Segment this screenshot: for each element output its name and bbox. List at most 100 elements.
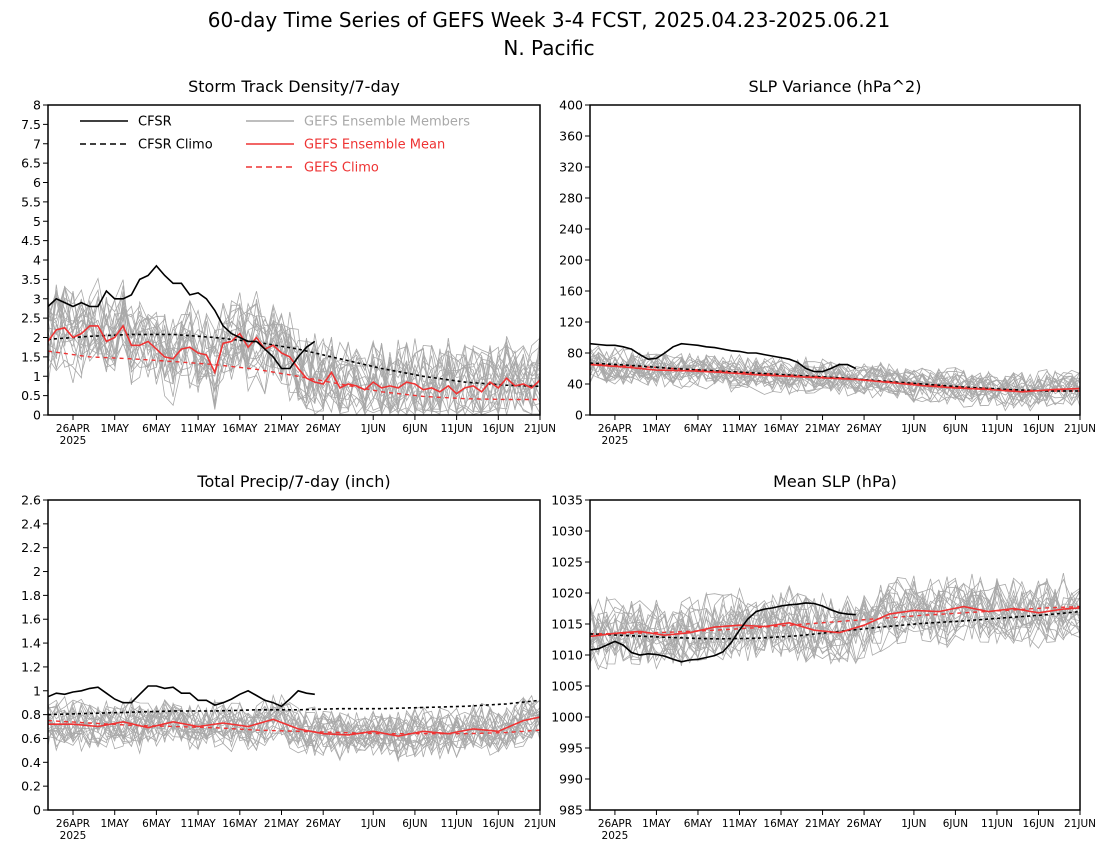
series-cfsr <box>590 602 856 663</box>
y-tick-label: 1010 <box>551 648 583 663</box>
ensemble-member-line <box>590 347 1080 399</box>
legend: CFSR CFSR Climo GEFS Ensemble Members GEFS … <box>80 115 470 176</box>
y-tick-label: 2.2 <box>21 540 41 555</box>
y-tick-label: 0.2 <box>21 779 41 794</box>
ensemble-member-line <box>48 298 540 415</box>
slp-variance-panel: SLP Variance (hPa^2) 0 40 80 120 160 200 240 280… <box>559 77 1096 447</box>
ensemble-member-line <box>48 705 540 761</box>
ensemble-member-line <box>590 589 1080 671</box>
y-tick-label: 1035 <box>551 493 583 508</box>
legend-cfsr-label: CFSR <box>138 115 172 130</box>
figure-title: 60-day Time Series of GEFS Week 3-4 FCST… <box>208 8 890 32</box>
x-tick-label: 26MAY <box>846 423 882 435</box>
x-year-label: 2025 <box>602 435 629 447</box>
y-tick-label: 0 <box>33 803 41 818</box>
ensemble-member-line <box>590 589 1080 665</box>
y-tick-label: 4.5 <box>21 233 41 248</box>
legend-gefs-climo-label: GEFS Climo <box>304 161 379 176</box>
y-tick-label: 280 <box>559 191 583 206</box>
x-tick-label: 21JUN <box>1064 818 1096 830</box>
x-tick-label: 6JUN <box>943 423 968 435</box>
ensemble-member-line <box>48 295 540 415</box>
series-gefs-ensemble-mean <box>48 716 540 737</box>
x-tick-label: 26MAY <box>306 423 342 435</box>
x-tick-label: 1MAY <box>642 818 671 830</box>
ensemble-member-line <box>590 591 1080 666</box>
y-tick-label: 985 <box>559 803 583 818</box>
plot-area <box>48 264 540 415</box>
x-tick-label: 16JUN <box>1022 423 1054 435</box>
ensemble-member-line <box>48 294 540 415</box>
x-tick-label: 16MAY <box>763 818 799 830</box>
x-tick-label: 21MAY <box>805 423 841 435</box>
y-tick-label: 1 <box>33 683 41 698</box>
y-tick-label: 40 <box>567 377 583 392</box>
panel-title: Storm Track Density/7-day <box>188 77 400 96</box>
ensemble-member-line <box>590 577 1080 653</box>
x-tick-label: 21MAY <box>264 423 300 435</box>
y-tick-label: 3.5 <box>21 272 41 287</box>
y-tick-label: 0.5 <box>21 388 41 403</box>
x-year-label: 2025 <box>602 830 629 842</box>
x-tick-label: 11MAY <box>722 818 758 830</box>
x-tick-label: 16JUN <box>1022 818 1054 830</box>
storm-track-density-panel: Storm Track Density/7-day 0 0.5 1 1.5 2 2.5 3 3.… <box>21 77 556 447</box>
x-tick-label: 26MAY <box>846 818 882 830</box>
series-gefs-climo <box>590 605 1080 635</box>
legend-gefs-mean-label: GEFS Ensemble Mean <box>304 138 445 153</box>
x-tick-label: 11JUN <box>981 818 1013 830</box>
y-tick-label: 2 <box>33 330 41 345</box>
ensemble-members <box>590 573 1080 671</box>
figure-region: N. Pacific <box>503 36 594 60</box>
x-tick-label: 16MAY <box>222 818 258 830</box>
ensemble-member-line <box>590 354 1080 408</box>
ensemble-member-line <box>48 302 540 414</box>
y-tick-label: 1020 <box>551 586 583 601</box>
series-gefs-ensemble-mean <box>590 605 1080 638</box>
x-tick-label: 6MAY <box>142 818 171 830</box>
panel-title: Mean SLP (hPa) <box>773 472 897 491</box>
x-tick-label: 6JUN <box>943 818 968 830</box>
x-tick-label: 11MAY <box>181 818 217 830</box>
series-gefs-ensemble-mean <box>590 363 1080 393</box>
x-tick-label: 6JUN <box>402 423 427 435</box>
x-tick-label: 1MAY <box>642 423 671 435</box>
ensemble-member-line <box>48 693 540 749</box>
y-tick-label: 6 <box>33 175 41 190</box>
y-tick-label: 160 <box>559 284 583 299</box>
y-tick-label: 7.5 <box>21 117 41 132</box>
series-cfsr-climo <box>590 362 1080 392</box>
x-tick-label: 26APR <box>598 423 632 435</box>
ensemble-member-line <box>590 358 1080 407</box>
series-cfsr <box>48 264 316 370</box>
x-tick-label: 1JUN <box>361 818 386 830</box>
y-tick-label: 3 <box>33 291 41 306</box>
ensemble-members <box>48 277 540 415</box>
x-tick-label: 11MAY <box>722 423 758 435</box>
y-tick-label: 1.5 <box>21 349 41 364</box>
x-tick-label: 6MAY <box>684 818 713 830</box>
x-tick-label: 16MAY <box>763 423 799 435</box>
y-tick-label: 4 <box>33 253 41 268</box>
x-tick-label: 11MAY <box>181 423 217 435</box>
y-tick-label: 200 <box>559 253 583 268</box>
x-tick-label: 1MAY <box>100 423 129 435</box>
y-tick-label: 1.6 <box>21 612 41 627</box>
ensemble-member-line <box>590 586 1080 658</box>
y-tick-label: 2.4 <box>21 516 41 531</box>
y-tick-label: 360 <box>559 129 583 144</box>
panel-title: SLP Variance (hPa^2) <box>749 77 922 96</box>
x-tick-label: 6MAY <box>142 423 171 435</box>
y-tick-label: 7 <box>33 136 41 151</box>
series-gefs-climo <box>48 719 540 735</box>
x-tick-label: 26APR <box>56 818 90 830</box>
y-tick-label: 320 <box>559 160 583 175</box>
y-tick-label: 0.8 <box>21 707 41 722</box>
y-tick-label: 1000 <box>551 710 583 725</box>
ensemble-member-line <box>48 277 540 412</box>
plot-area <box>590 573 1080 671</box>
ensemble-member-line <box>590 587 1080 664</box>
y-tick-label: 2.6 <box>21 493 41 508</box>
x-tick-label: 21JUN <box>524 423 556 435</box>
ensemble-member-line <box>590 351 1080 407</box>
